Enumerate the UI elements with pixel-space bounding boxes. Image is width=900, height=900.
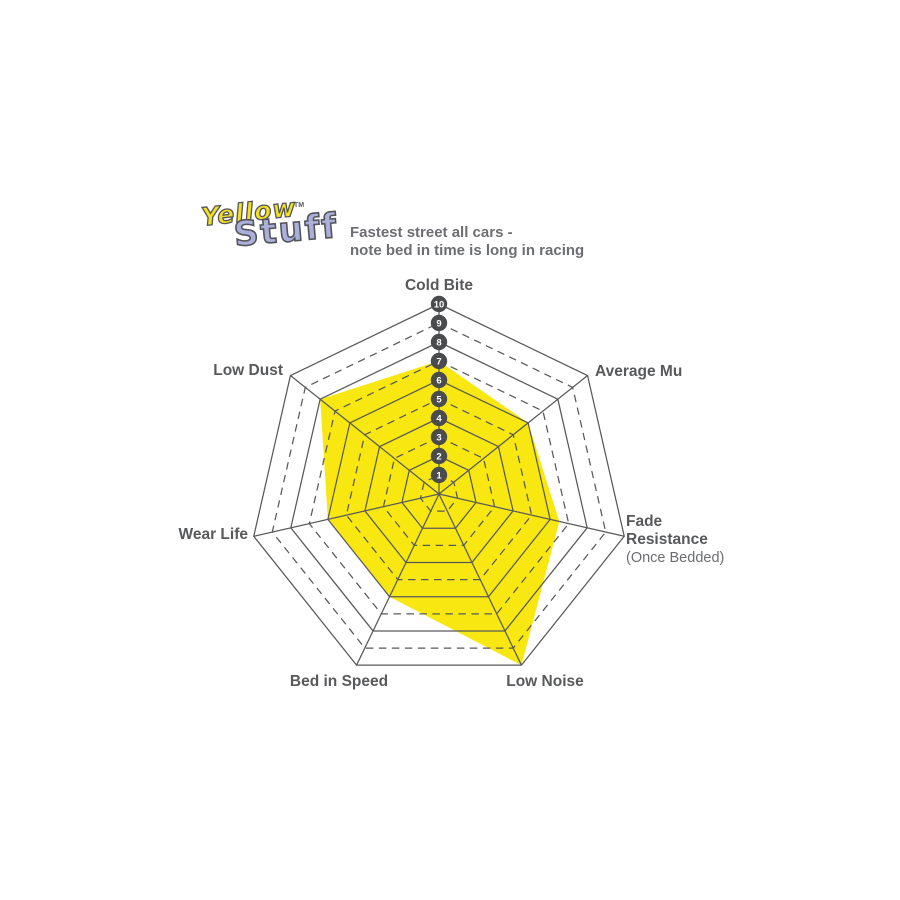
scale-marker-9 [430,314,448,332]
grid-ring-9 [271,322,607,649]
scale-number-5: 5 [436,394,442,405]
scale-number-6: 6 [436,375,441,386]
axis-sublabel-once-bedded: (Once Bedded) [626,550,724,566]
grid-ring-5 [345,398,533,581]
grid-ring-4 [364,417,514,564]
scale-marker-2 [430,447,448,465]
axis-label-fade-line1: Fade [626,513,663,530]
axis-label-average-mu: Average Mu [595,363,682,380]
axis-label-bed-in-speed: Bed in Speed [290,673,388,690]
grid-ring-2 [401,455,477,529]
axis-spoke-2 [438,493,625,537]
subtitle-line-1: Fastest street all cars - [350,224,513,241]
scale-number-4: 4 [436,413,442,424]
scale-number-1: 1 [436,470,442,481]
scale-marker-10 [430,295,448,313]
scale-number-9: 9 [436,318,441,329]
subtitle-line-2: note bed in time is long in racing [350,242,585,259]
chart-subtitle: Fastest street all cars - note bed in ti… [350,224,584,260]
scale-marker-5 [430,390,448,408]
axis-spoke-3 [438,493,523,666]
axis-label-low-dust: Low Dust [213,362,283,379]
scale-number-7: 7 [436,356,441,367]
scale-number-2: 2 [436,451,441,462]
grid-ring-1 [419,474,459,512]
grid-ring-6 [327,379,551,598]
data-polygon-layer [320,361,560,666]
scale-marker-6 [430,371,448,389]
scale-number-3: 3 [436,432,441,443]
axis-labels-layer: Cold Bite Average Mu Fade Resistance (On… [179,277,725,690]
scale-number-8: 8 [436,337,441,348]
scale-markers-layer: 1 2 3 4 5 6 7 8 9 10 [430,295,448,484]
axis-spoke-4 [355,493,440,666]
grid-ring-10 [253,303,625,666]
axis-label-cold-bite: Cold Bite [405,277,473,294]
grid-ring-7 [308,360,570,615]
axis-label-fade-line2: Resistance [626,531,708,548]
scale-marker-3 [430,428,448,446]
scale-marker-4 [430,409,448,427]
data-polygon [320,361,560,666]
grid-ring-3 [382,436,496,546]
axis-spoke-6 [290,375,440,495]
scale-marker-8 [430,333,448,351]
scale-marker-7 [430,352,448,370]
axis-label-low-noise: Low Noise [506,673,584,690]
scale-number-10: 10 [434,299,445,310]
axis-label-wear-life: Wear Life [179,526,249,543]
axis-spoke-1 [438,375,588,495]
axis-spoke-5 [253,493,440,537]
scale-marker-1 [430,466,448,484]
grid-ring-8 [290,341,588,632]
